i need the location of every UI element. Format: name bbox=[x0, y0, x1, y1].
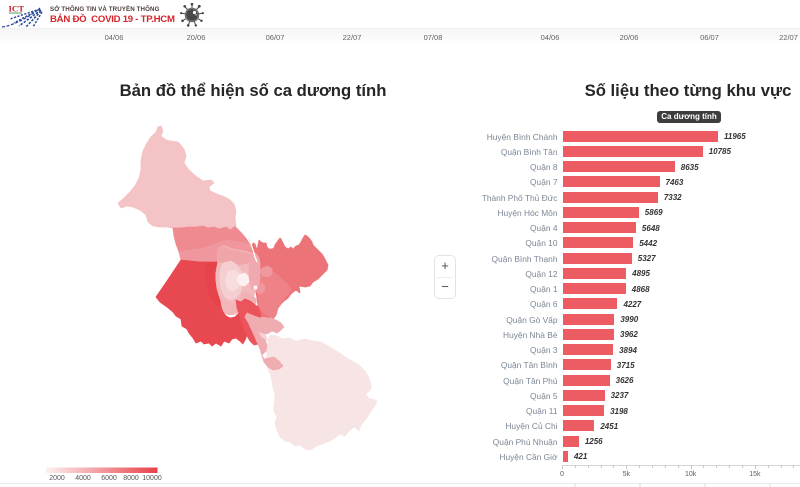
svg-text:8000: 8000 bbox=[123, 475, 139, 482]
svg-text:6000: 6000 bbox=[101, 475, 117, 482]
svg-text:2000: 2000 bbox=[49, 475, 65, 482]
svg-text:ICT: ICT bbox=[9, 4, 25, 14]
svg-text:10000: 10000 bbox=[142, 475, 162, 482]
svg-text:4000: 4000 bbox=[75, 475, 91, 482]
